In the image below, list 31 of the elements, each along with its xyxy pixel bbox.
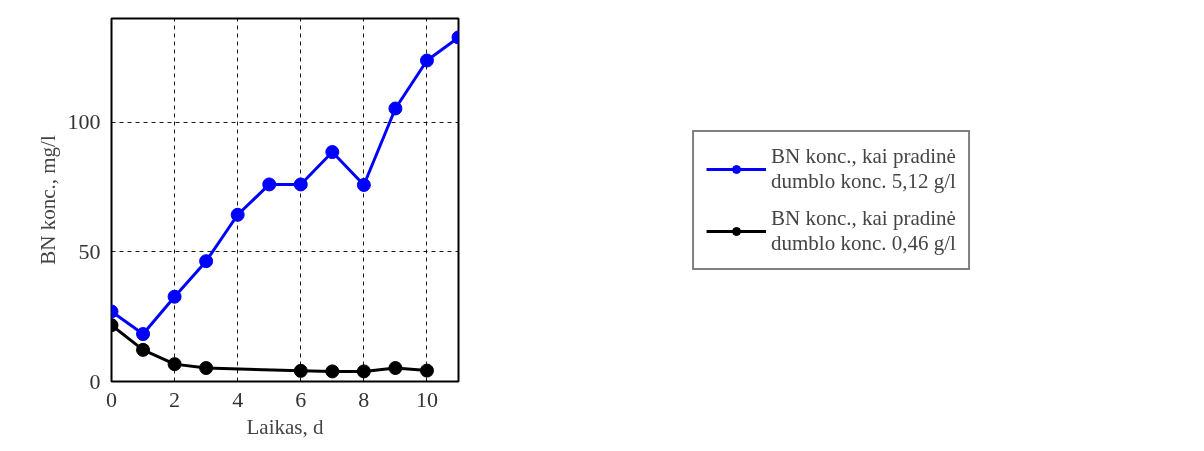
point (388, 101, 403, 116)
y-tick-label: 50 (78, 238, 101, 264)
point (199, 361, 214, 375)
point (136, 342, 151, 357)
y-axis-title: BN konc., mg/l (35, 135, 60, 265)
point (167, 357, 182, 372)
x-tick-label: 0 (106, 386, 117, 412)
point (262, 177, 277, 192)
x-tick-label: 2 (169, 386, 181, 412)
x-axis-title: Laikas, d (246, 414, 324, 439)
point (199, 254, 214, 269)
point (388, 361, 403, 375)
point (293, 363, 308, 378)
point (419, 53, 434, 68)
point (419, 363, 434, 378)
x-tick-label: 6 (295, 386, 307, 412)
x-tick-label: 10 (415, 386, 438, 412)
legend-label: BN konc., kai pradinė dumblo konc. 0,46 g/l (771, 205, 956, 256)
legend-label: BN konc., kai pradinė dumblo konc. 5,12 g/l (771, 143, 956, 194)
point (293, 177, 308, 192)
y-tick-label: 100 (67, 109, 101, 135)
point (356, 177, 371, 192)
y-tick-label: 0 (89, 368, 101, 394)
point (230, 207, 245, 222)
x-tick-label: 4 (232, 386, 244, 412)
point (325, 145, 340, 160)
point (356, 364, 371, 379)
point (325, 364, 340, 379)
point (167, 289, 182, 304)
x-tick-label: 8 (358, 386, 370, 412)
point (136, 327, 151, 342)
